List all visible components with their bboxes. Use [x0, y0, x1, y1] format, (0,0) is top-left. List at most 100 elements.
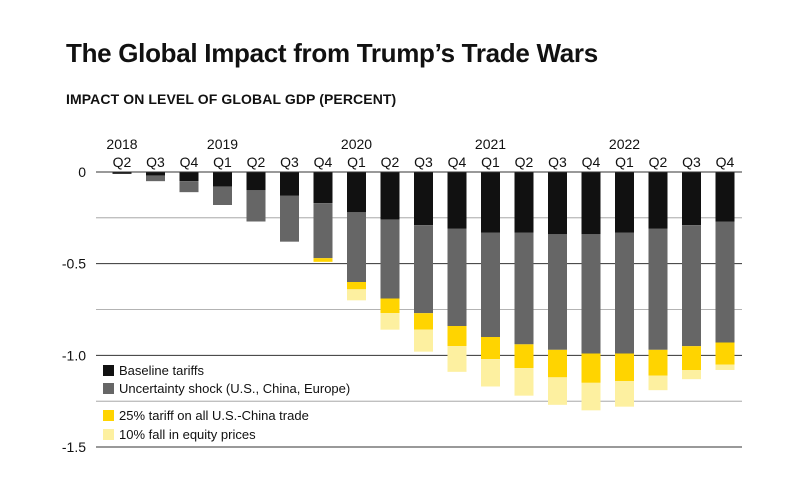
quarter-label: Q1: [347, 154, 366, 170]
legend-swatch: [103, 429, 114, 440]
quarter-label: Q2: [381, 154, 400, 170]
legend-background: [97, 402, 377, 445]
bar-segment-baseline: [648, 172, 668, 229]
quarter-label: Q4: [448, 154, 467, 170]
bar-segment-baseline: [715, 172, 735, 222]
quarter-label: Q2: [247, 154, 266, 170]
bar-segment-equity: [481, 359, 500, 387]
bar-segment-tariff: [414, 313, 433, 330]
quarter-label: Q4: [716, 154, 735, 170]
bar-segment-baseline: [280, 172, 299, 196]
bar-segment-equity: [581, 382, 601, 411]
bar-segment-tariff: [648, 349, 668, 376]
y-tick-label: -1.0: [62, 347, 86, 363]
bar-segment-uncertainty: [380, 219, 400, 299]
bar-segment-uncertainty: [715, 221, 735, 343]
bar-segment-uncertainty: [280, 195, 299, 242]
bar-segment-equity: [615, 381, 634, 407]
bar-segment-tariff: [481, 337, 500, 359]
bar-segment-equity: [682, 370, 701, 380]
bar-segment-uncertainty: [347, 212, 366, 282]
bar-segment-uncertainty: [246, 190, 266, 222]
year-label: 2020: [341, 136, 372, 152]
bar-segment-baseline: [581, 172, 601, 235]
bar-segment-uncertainty: [514, 232, 534, 345]
quarter-label: Q4: [314, 154, 333, 170]
bar-segment-baseline: [179, 172, 199, 182]
bar-segment-tariff: [380, 298, 400, 314]
bar-segment-equity: [648, 375, 668, 391]
bar-segment-baseline: [615, 172, 634, 233]
bar-segment-tariff: [347, 282, 366, 290]
bar-segment-baseline: [682, 172, 701, 226]
bar-segment-uncertainty: [481, 232, 500, 337]
legend-swatch: [103, 365, 114, 376]
bar-segment-uncertainty: [414, 225, 433, 314]
bar-segment-uncertainty: [581, 234, 601, 354]
bar-segment-baseline: [246, 172, 266, 191]
quarter-label: Q3: [548, 154, 567, 170]
legend-swatch: [103, 383, 114, 394]
legend-label: 10% fall in equity prices: [119, 427, 256, 442]
legend-background: [97, 357, 377, 397]
y-tick-label: -0.5: [62, 256, 86, 272]
bar-segment-baseline: [514, 172, 534, 233]
legend-swatch: [103, 410, 114, 421]
bar-segment-equity: [414, 329, 433, 352]
legend-label: Uncertainty shock (U.S., China, Europe): [119, 381, 350, 396]
y-tick-label: 0: [78, 164, 86, 180]
bar-segment-uncertainty: [146, 175, 165, 182]
bar-segment-uncertainty: [313, 203, 333, 259]
bar-segment-equity: [514, 368, 534, 396]
bar-segment-uncertainty: [615, 232, 634, 354]
bar-segment-uncertainty: [682, 225, 701, 347]
legend-label: 25% tariff on all U.S.-China trade: [119, 408, 309, 423]
bar-segment-baseline: [414, 172, 433, 226]
bar-segment-tariff: [548, 349, 567, 378]
bar-segment-uncertainty: [548, 234, 567, 350]
bar-segment-tariff: [682, 346, 701, 370]
bar-segment-uncertainty: [213, 186, 232, 205]
bar-segment-baseline: [146, 172, 165, 176]
bar-segment-tariff: [581, 353, 601, 383]
quarter-label: Q4: [180, 154, 199, 170]
bar-segment-baseline: [347, 172, 366, 213]
bar-segment-equity: [548, 377, 567, 405]
bar-segment-uncertainty: [447, 228, 467, 326]
chart-title: The Global Impact from Trump’s Trade War…: [66, 38, 598, 68]
chart-subtitle: IMPACT ON LEVEL OF GLOBAL GDP (PERCENT): [66, 91, 397, 107]
bar-segment-uncertainty: [648, 228, 668, 350]
bar-segment-equity: [447, 346, 467, 372]
quarter-label: Q3: [146, 154, 165, 170]
year-label: 2021: [475, 136, 506, 152]
quarter-label: Q2: [113, 154, 132, 170]
bar-segment-equity: [380, 313, 400, 330]
bar-segment-baseline: [447, 172, 467, 229]
bar-segment-equity: [347, 289, 366, 301]
bar-segment-baseline: [481, 172, 500, 233]
bar-segment-tariff: [514, 344, 534, 369]
year-label: 2022: [609, 136, 640, 152]
bar-segment-tariff: [615, 353, 634, 381]
bar-segment-baseline: [548, 172, 567, 235]
quarter-label: Q4: [582, 154, 601, 170]
quarter-label: Q1: [615, 154, 634, 170]
quarter-label: Q1: [213, 154, 232, 170]
quarter-label: Q2: [649, 154, 668, 170]
quarter-label: Q3: [280, 154, 299, 170]
year-label: 2018: [106, 136, 137, 152]
bar-segment-baseline: [380, 172, 400, 220]
bar-segment-baseline: [213, 172, 232, 187]
bar-segment-baseline: [313, 172, 333, 204]
bar-segment-baseline: [112, 172, 132, 174]
bar-segment-tariff: [447, 326, 467, 347]
quarter-label: Q3: [682, 154, 701, 170]
quarter-label: Q1: [481, 154, 500, 170]
quarter-label: Q2: [515, 154, 534, 170]
legend-label: Baseline tariffs: [119, 363, 205, 378]
year-label: 2019: [207, 136, 238, 152]
quarter-label: Q3: [414, 154, 433, 170]
y-tick-label: -1.5: [62, 439, 86, 455]
bar-segment-uncertainty: [179, 181, 199, 193]
